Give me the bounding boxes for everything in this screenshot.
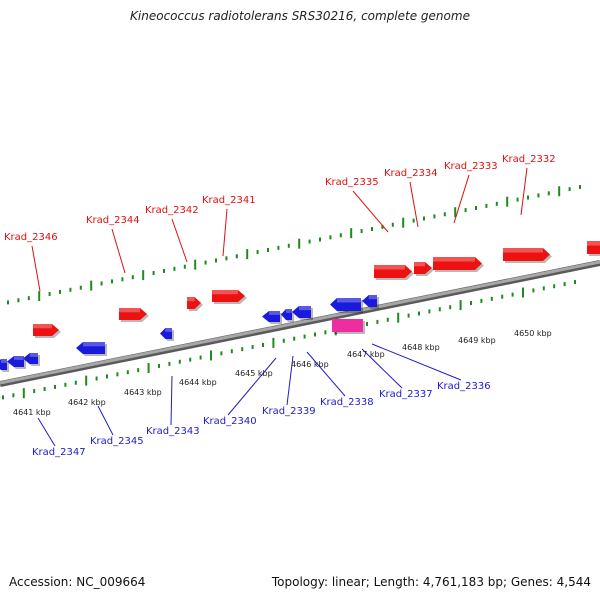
- gene-arrow[interactable]: [330, 298, 363, 313]
- leader-line: [222, 208, 228, 257]
- accession-label: Accession: NC_009664: [9, 575, 146, 589]
- gene-arrow[interactable]: [281, 309, 294, 322]
- gene-arrow[interactable]: [292, 306, 313, 320]
- leader-line: [409, 181, 419, 228]
- forward-gene-label[interactable]: Krad_2344: [86, 215, 140, 226]
- forward-gene-label[interactable]: Krad_2332: [502, 154, 556, 165]
- scale-label: 4646 kbp: [291, 360, 329, 369]
- scale-label: 4647 kbp: [347, 350, 385, 359]
- gene-arrow[interactable]: [587, 241, 600, 256]
- reverse-gene-label[interactable]: Krad_2345: [90, 436, 144, 447]
- gene-arrow[interactable]: [0, 359, 9, 372]
- leader-line: [170, 375, 173, 426]
- label-leader-lines: [31, 167, 528, 447]
- gene-arrow[interactable]: [362, 295, 379, 309]
- gene-arrow[interactable]: [212, 290, 247, 304]
- reverse-gene-label[interactable]: Krad_2347: [32, 447, 86, 458]
- scale-label: 4643 kbp: [124, 388, 162, 397]
- forward-gene-label[interactable]: Krad_2333: [444, 161, 498, 172]
- reverse-gene-label[interactable]: Krad_2338: [320, 397, 374, 408]
- gene-arrow[interactable]: [262, 311, 282, 324]
- gene-arrow[interactable]: [374, 265, 414, 280]
- forward-gene-label[interactable]: Krad_2334: [384, 168, 438, 179]
- leader-line: [31, 245, 41, 292]
- scale-label: 4641 kbp: [13, 408, 51, 417]
- scale-label: 4649 kbp: [458, 336, 496, 345]
- scale-label: 4645 kbp: [235, 369, 273, 378]
- genome-summary: Topology: linear; Length: 4,761,183 bp; …: [271, 575, 591, 589]
- kbp-scale-labels: 4641 kbp 4642 kbp 4643 kbp 4644 kbp 4645 kbp…: [13, 329, 552, 417]
- gene-arrow[interactable]: [414, 262, 434, 276]
- scale-label: 4642 kbp: [68, 398, 106, 407]
- forward-gene-label[interactable]: Krad_2342: [145, 205, 199, 216]
- reverse-gene-label[interactable]: Krad_2343: [146, 426, 200, 437]
- leader-line: [361, 348, 403, 389]
- gene-arrow[interactable]: [23, 353, 40, 366]
- scale-label: 4648 kbp: [402, 343, 440, 352]
- reverse-strand-genes: [0, 295, 379, 372]
- gene-arrow[interactable]: [76, 342, 107, 356]
- forward-strand-genes: [33, 241, 600, 338]
- leader-line: [306, 351, 346, 397]
- leader-line: [97, 405, 114, 436]
- rna-gene[interactable]: [332, 319, 365, 334]
- leader-line: [286, 355, 294, 406]
- gene-arrow[interactable]: [433, 257, 484, 272]
- reverse-gene-label[interactable]: Krad_2339: [262, 406, 316, 417]
- map-title: Kineococcus radiotolerans SRS30216, comp…: [130, 9, 470, 23]
- forward-gene-label[interactable]: Krad_2335: [325, 177, 379, 188]
- leader-line: [37, 417, 56, 447]
- gene-arrow[interactable]: [119, 308, 149, 322]
- leader-line: [227, 357, 277, 416]
- reverse-gene-label[interactable]: Krad_2337: [379, 389, 433, 400]
- reverse-gene-label[interactable]: Krad_2336: [437, 381, 491, 392]
- scale-label: 4650 kbp: [514, 329, 552, 338]
- chromosome-backbone: [0, 260, 600, 387]
- leader-line: [453, 174, 470, 224]
- reverse-tick-track: [2, 280, 576, 400]
- leader-line: [171, 218, 188, 263]
- gene-arrow[interactable]: [33, 324, 61, 338]
- leader-line: [111, 228, 126, 274]
- forward-gene-label[interactable]: Krad_2346: [4, 232, 58, 243]
- gene-arrow[interactable]: [160, 328, 174, 341]
- gene-arrow[interactable]: [7, 356, 26, 369]
- gene-arrow[interactable]: [503, 248, 552, 263]
- leader-line: [520, 167, 528, 216]
- leader-line: [371, 343, 462, 381]
- gene-arrow[interactable]: [187, 297, 203, 311]
- leader-line: [352, 190, 389, 233]
- reverse-gene-label[interactable]: Krad_2340: [203, 416, 257, 427]
- scale-label: 4644 kbp: [179, 378, 217, 387]
- forward-gene-label[interactable]: Krad_2341: [202, 195, 256, 206]
